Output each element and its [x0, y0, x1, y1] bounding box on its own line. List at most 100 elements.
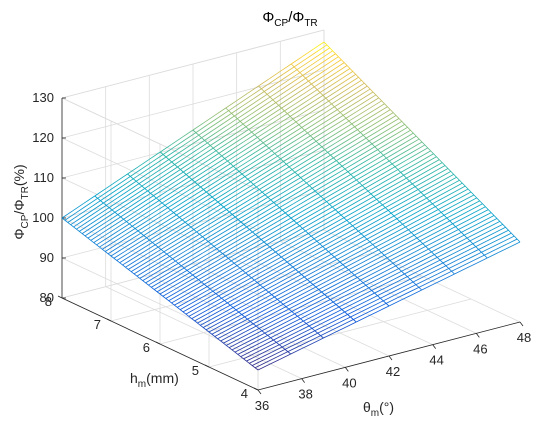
surface-line: [301, 284, 314, 291]
surface-line: [349, 132, 361, 140]
surface-line: [343, 274, 355, 282]
x-tick-mark: [519, 321, 524, 327]
surface-line: [228, 326, 240, 334]
surface-line: [277, 293, 289, 300]
surface-line: [224, 309, 237, 317]
surface-line: [309, 335, 321, 342]
surface-line: [386, 235, 398, 242]
surface-line: [285, 284, 297, 292]
surface-line: [263, 311, 276, 319]
surface-line: [341, 287, 353, 295]
surface-line: [305, 158, 317, 166]
surface-line: [241, 308, 253, 315]
surface-line: [399, 294, 412, 302]
surface-line: [278, 183, 290, 192]
surface-line: [70, 217, 82, 226]
surface-line: [300, 235, 312, 243]
surface-line: [386, 169, 399, 177]
surface-line: [119, 176, 131, 185]
surface-line: [364, 181, 377, 189]
surface-line: [412, 194, 425, 202]
surface-line: [214, 175, 226, 183]
surface-line: [356, 190, 369, 198]
surface-line: [196, 286, 208, 294]
surface-line: [237, 348, 249, 355]
surface-line: [115, 221, 127, 229]
surface-line: [234, 272, 246, 280]
surface-line: [209, 266, 221, 274]
surface-line: [382, 101, 393, 113]
surface-line: [368, 265, 380, 273]
surface-line: [423, 171, 435, 179]
surface-line: [329, 252, 341, 263]
surface-line: [334, 185, 346, 194]
surface-line: [413, 229, 426, 236]
surface-line: [245, 119, 258, 128]
surface-line: [294, 165, 307, 173]
surface-line: [203, 199, 216, 207]
surface-line: [420, 251, 432, 258]
surface-line: [313, 131, 325, 139]
surface-line: [290, 348, 302, 355]
surface-line: [167, 263, 179, 271]
surface-line: [177, 159, 189, 168]
surface-line: [202, 165, 215, 173]
surface-line: [416, 231, 429, 239]
surface-line: [204, 293, 217, 301]
surface-line: [460, 181, 472, 193]
surface-line: [310, 291, 322, 299]
surface-line: [427, 226, 440, 233]
surface-line: [210, 138, 222, 146]
surface-line: [314, 79, 326, 88]
surface-line: [473, 254, 485, 261]
surface-line: [351, 185, 363, 193]
surface-line: [337, 205, 350, 213]
surface-line: [156, 198, 167, 208]
surface-line: [239, 321, 251, 328]
surface-line: [319, 220, 331, 228]
surface-line: [357, 140, 370, 148]
surface-line: [245, 101, 257, 110]
surface-line: [405, 153, 418, 161]
surface-line: [288, 72, 301, 81]
surface-line: [350, 98, 363, 107]
surface-line: [485, 218, 498, 225]
surface-line: [462, 194, 475, 202]
surface-line: [281, 326, 293, 333]
surface-line: [187, 200, 199, 209]
surface-line: [221, 291, 233, 299]
surface-line: [258, 307, 270, 314]
surface-line: [274, 212, 286, 220]
surface-line: [424, 206, 436, 213]
surface-line: [101, 225, 113, 234]
surface-line: [400, 248, 413, 256]
surface-line: [276, 336, 288, 343]
surface-line: [87, 214, 99, 223]
surface-line: [271, 209, 283, 218]
surface-line: [372, 238, 384, 245]
surface-line: [286, 174, 299, 182]
surface-line: [193, 157, 206, 166]
surface-line: [312, 181, 324, 189]
surface-line: [176, 214, 187, 224]
surface-line: [323, 256, 335, 264]
surface-line: [262, 339, 274, 346]
surface-line: [388, 300, 401, 307]
surface-line: [425, 240, 437, 247]
surface-line: [255, 93, 268, 102]
surface-line: [392, 262, 403, 273]
surface-line: [425, 174, 438, 181]
surface-line: [234, 193, 246, 201]
surface-line: [349, 216, 361, 224]
surface-line: [240, 215, 253, 223]
surface-line: [430, 229, 442, 236]
surface-line: [300, 226, 311, 236]
surface-line: [181, 274, 193, 282]
surface-line: [323, 124, 336, 133]
surface-line: [146, 190, 158, 199]
surface-line: [215, 287, 227, 294]
surface-line: [111, 202, 124, 211]
surface-line: [216, 225, 228, 233]
surface-line: [245, 125, 256, 136]
surface-line: [153, 243, 164, 252]
